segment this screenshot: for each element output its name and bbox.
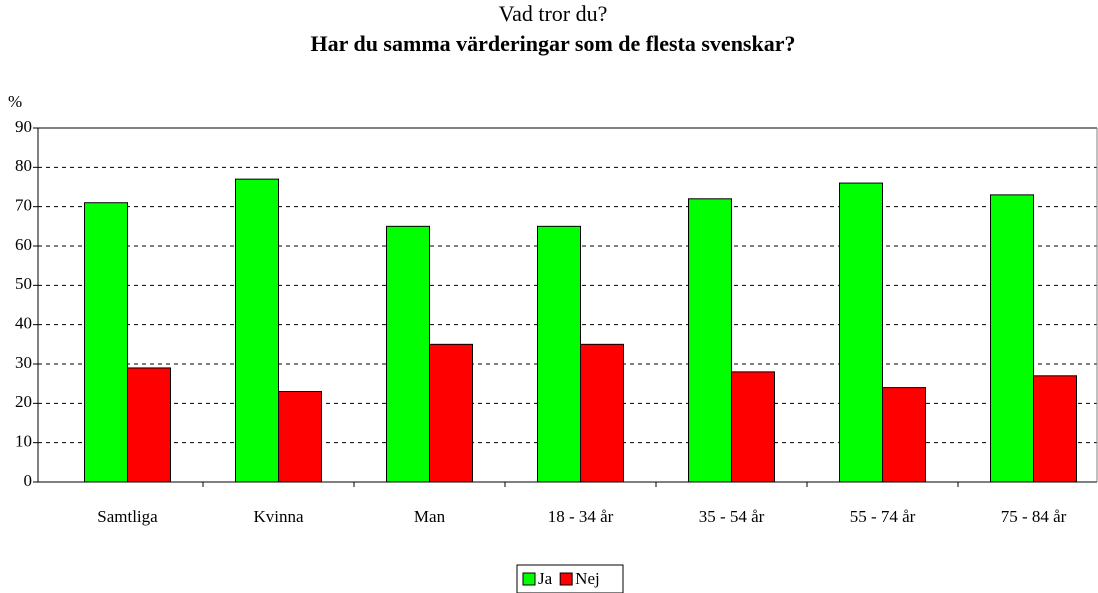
- bar: [278, 391, 322, 483]
- y-tick-label: 10: [15, 432, 32, 451]
- bar: [127, 367, 171, 483]
- bar: [731, 371, 775, 483]
- bar: [1033, 375, 1077, 483]
- bar: [537, 225, 581, 483]
- bar: [990, 194, 1034, 483]
- chart-subtitle: Har du samma värderingar som de flesta s…: [310, 31, 795, 56]
- chart-title: Vad tror du?: [499, 1, 608, 26]
- legend-swatch: [522, 572, 536, 586]
- bar: [882, 387, 926, 483]
- y-tick-label: 60: [15, 235, 32, 254]
- y-tick-label: 30: [15, 353, 32, 372]
- bar: [84, 202, 128, 483]
- x-tick-label: 75 - 84 år: [1001, 507, 1067, 526]
- x-tick-label: 18 - 34 år: [548, 507, 614, 526]
- x-tick-label: Samtliga: [97, 507, 158, 526]
- bar: [386, 225, 430, 483]
- bar: [429, 343, 473, 483]
- bar: [688, 198, 732, 483]
- y-tick-label: 90: [15, 117, 32, 136]
- bar: [235, 178, 279, 483]
- y-tick-label: 0: [24, 471, 33, 490]
- x-tick-label: 55 - 74 år: [850, 507, 916, 526]
- bar: [839, 182, 883, 483]
- y-tick-label: 50: [15, 274, 32, 293]
- y-tick-label: 70: [15, 196, 32, 215]
- y-axis-label: %: [8, 92, 22, 111]
- legend-swatch: [559, 572, 573, 586]
- y-tick-label: 80: [15, 156, 32, 175]
- bar: [580, 343, 624, 483]
- y-tick-label: 40: [15, 314, 32, 333]
- y-tick-label: 20: [15, 392, 32, 411]
- legend-label: Ja: [538, 569, 553, 588]
- x-tick-label: Man: [414, 507, 446, 526]
- x-tick-label: 35 - 54 år: [699, 507, 765, 526]
- x-tick-label: Kvinna: [253, 507, 304, 526]
- legend-label: Nej: [575, 569, 600, 588]
